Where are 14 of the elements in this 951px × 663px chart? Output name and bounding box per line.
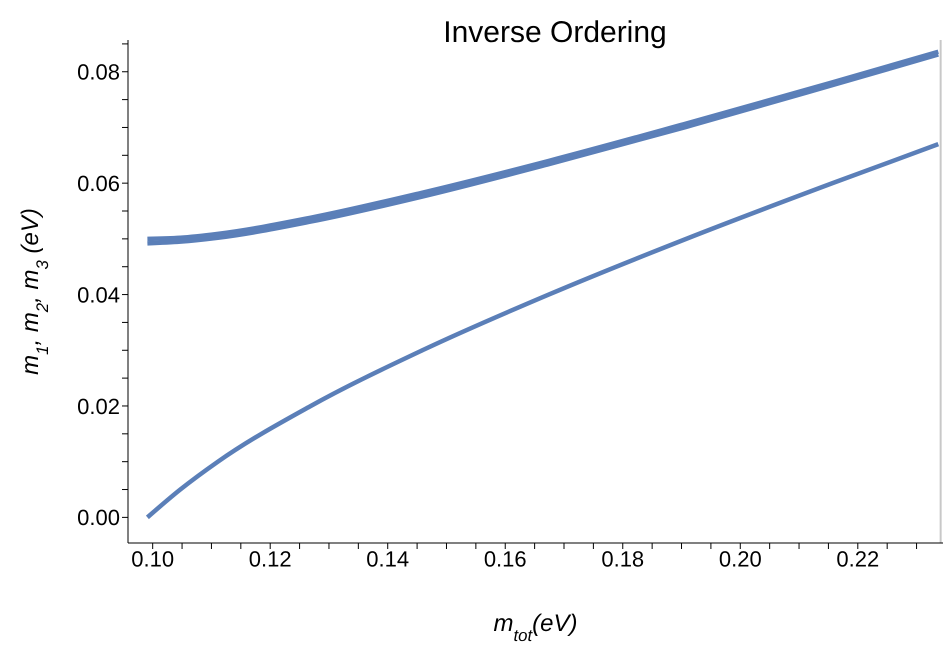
x-tick-label: 0.20 [718, 546, 762, 572]
x-tick-label: 0.22 [836, 546, 880, 572]
y-tick-label: 0.06 [77, 170, 120, 196]
chart-title: Inverse Ordering [443, 16, 667, 49]
y-tick-label: 0.08 [77, 60, 120, 85]
x-tick-label: 0.14 [366, 546, 410, 572]
y-tick-label: 0.04 [77, 282, 120, 308]
x-axis-title: m$_{tot}$(eV) [493, 610, 578, 644]
y-tick-label: 0.00 [77, 505, 120, 530]
x-tick-label: 0.16 [484, 546, 527, 572]
x-tick-label: 0.12 [248, 546, 292, 572]
x-tick-label: 0.10 [131, 546, 174, 572]
y-tick-label: 0.02 [77, 394, 120, 419]
x-tick-label: 0.18 [601, 546, 644, 572]
